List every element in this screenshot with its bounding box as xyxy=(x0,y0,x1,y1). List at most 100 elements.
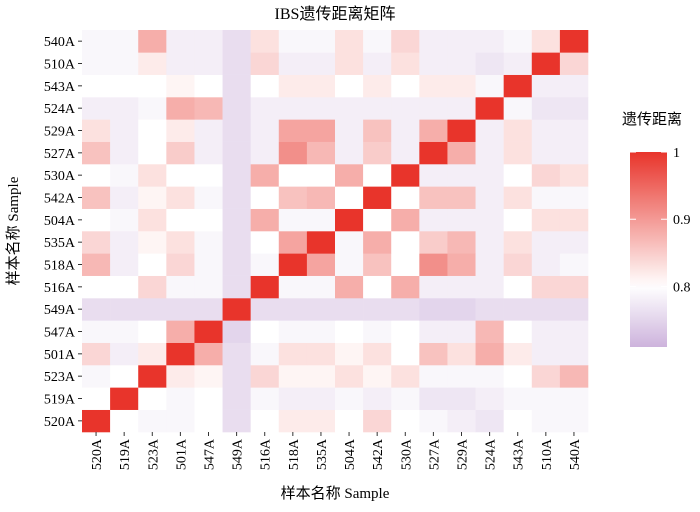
heat-cell xyxy=(419,164,448,187)
heat-cell xyxy=(82,97,111,120)
heat-cell xyxy=(82,74,111,98)
x-tick-label: 527A xyxy=(427,438,442,470)
heat-cell xyxy=(391,253,420,276)
heat-cell xyxy=(138,365,167,388)
heat-cell xyxy=(363,208,392,232)
heat-cell xyxy=(250,320,280,343)
heat-cell xyxy=(278,231,308,254)
x-tick-label: 516A xyxy=(259,438,274,470)
y-tick-label: 547A xyxy=(44,326,76,341)
colorbar-tick-label: 1 xyxy=(673,146,680,161)
heat-cell xyxy=(166,365,195,388)
heat-cell xyxy=(222,342,251,366)
heat-cell xyxy=(166,164,195,187)
heat-cell xyxy=(475,275,504,299)
heat-cell xyxy=(250,119,280,142)
heat-cell xyxy=(306,30,336,53)
heat-cell xyxy=(363,231,392,254)
heat-cell xyxy=(419,365,448,388)
heat-cell xyxy=(194,275,223,299)
heat-cell xyxy=(194,141,223,165)
heat-cell xyxy=(475,164,504,187)
heat-cell xyxy=(419,320,448,343)
y-tick-label: 516A xyxy=(44,281,76,296)
heat-cell xyxy=(531,74,561,98)
heat-cell xyxy=(363,119,392,142)
heat-cell xyxy=(475,186,504,209)
heat-cell xyxy=(559,119,589,142)
x-tick-label: 535A xyxy=(315,438,330,470)
heat-cell xyxy=(138,74,167,98)
x-tick-label: 510A xyxy=(540,438,555,470)
heat-cell xyxy=(335,298,364,321)
heat-cell xyxy=(475,208,504,232)
heat-cell xyxy=(503,30,533,53)
heat-cell xyxy=(363,30,392,53)
heat-cell xyxy=(222,208,251,232)
heat-cell xyxy=(278,365,308,388)
heat-cell xyxy=(559,97,589,120)
heat-cell xyxy=(110,208,139,232)
heat-cell xyxy=(110,409,139,433)
heat-cell xyxy=(391,298,420,321)
y-tick-label: 530A xyxy=(44,169,76,184)
heat-cell xyxy=(503,186,533,209)
heat-cell xyxy=(447,253,476,276)
heat-cell xyxy=(335,97,364,120)
heat-cell xyxy=(363,186,392,209)
heat-cell xyxy=(335,320,364,343)
heat-cell xyxy=(194,387,223,410)
heat-cell xyxy=(419,119,448,142)
heat-cell xyxy=(447,409,476,433)
heat-cell xyxy=(194,365,223,388)
heat-cell xyxy=(503,52,533,75)
heat-cell xyxy=(503,387,533,410)
heat-cell xyxy=(194,253,223,276)
heat-cell xyxy=(82,52,111,75)
heat-cell xyxy=(391,119,420,142)
heat-cell xyxy=(82,231,111,254)
heat-cell xyxy=(110,74,139,98)
heat-cell xyxy=(110,30,139,53)
heat-cell xyxy=(475,365,504,388)
heat-cell xyxy=(419,208,448,232)
heat-cell xyxy=(278,74,308,98)
heat-cell xyxy=(82,253,111,276)
x-tick-label: 504A xyxy=(343,438,358,470)
heat-cell xyxy=(222,164,251,187)
heat-cell xyxy=(194,119,223,142)
heat-cell xyxy=(475,119,504,142)
heat-cell xyxy=(335,186,364,209)
x-tick-label: 518A xyxy=(287,438,302,470)
heat-cell xyxy=(250,74,280,98)
heat-cell xyxy=(503,298,533,321)
heat-cell xyxy=(250,52,280,75)
heat-cell xyxy=(335,208,364,232)
colorbar-tick-label: 0.9 xyxy=(673,213,691,228)
heat-cell xyxy=(194,97,223,120)
y-tick-label: 501A xyxy=(44,348,76,363)
heat-cell xyxy=(278,164,308,187)
heat-cell xyxy=(503,253,533,276)
heat-cell xyxy=(531,387,561,410)
heat-cell xyxy=(278,119,308,142)
heat-cell xyxy=(194,320,223,343)
heat-cell xyxy=(166,298,195,321)
heat-cell xyxy=(222,30,251,53)
heat-cell xyxy=(335,253,364,276)
heat-cell xyxy=(447,30,476,53)
heat-cell xyxy=(391,208,420,232)
heat-cell xyxy=(559,164,589,187)
heat-cell xyxy=(335,52,364,75)
heat-cell xyxy=(194,208,223,232)
heat-cell xyxy=(306,409,336,433)
heat-cell xyxy=(503,365,533,388)
heat-cell xyxy=(306,387,336,410)
heat-cell xyxy=(82,298,111,321)
heat-cell xyxy=(363,275,392,299)
heat-cell xyxy=(475,141,504,165)
heat-cell xyxy=(194,186,223,209)
heat-cell xyxy=(194,298,223,321)
heat-cell xyxy=(278,208,308,232)
heat-cell xyxy=(278,298,308,321)
